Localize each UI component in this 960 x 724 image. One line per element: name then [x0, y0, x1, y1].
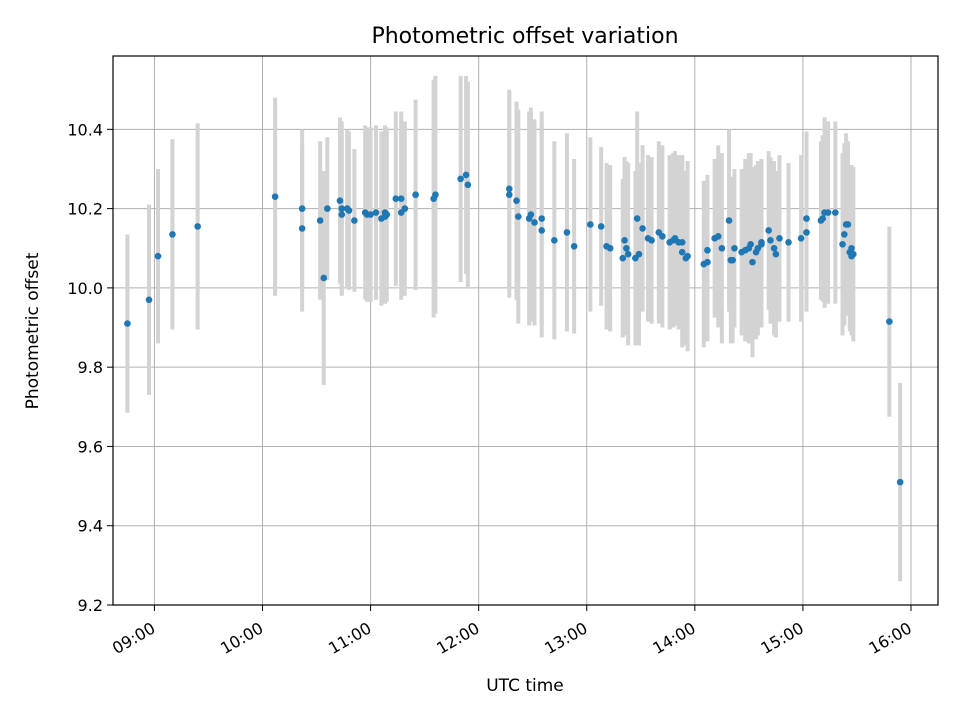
data-point [767, 237, 774, 244]
data-point [432, 191, 439, 199]
data-point [551, 237, 558, 244]
data-point [383, 211, 391, 218]
data-point [298, 205, 306, 212]
y-tick-label: 9.8 [78, 358, 103, 377]
data-point [154, 252, 162, 260]
data-point [633, 215, 641, 222]
data-point [324, 205, 331, 212]
data-point [758, 239, 765, 246]
data-point [624, 250, 632, 258]
data-point [336, 197, 344, 204]
chart-title: Photometric offset variation [371, 24, 678, 49]
data-point [606, 244, 614, 252]
data-point [345, 207, 353, 214]
data-point [841, 231, 848, 238]
y-tick-label: 9.4 [78, 517, 103, 536]
data-point [785, 239, 792, 246]
data-point [320, 274, 328, 282]
data-point [563, 229, 571, 236]
data-point [298, 225, 306, 232]
data-point [531, 219, 538, 226]
y-tick-label: 9.6 [78, 437, 103, 456]
data-point [527, 211, 535, 218]
data-point [803, 229, 810, 236]
data-point [678, 248, 686, 256]
y-tick-label: 10.0 [67, 279, 103, 298]
data-point [124, 320, 131, 327]
data-point [772, 250, 780, 258]
y-tick-label: 9.2 [78, 596, 103, 615]
data-point [397, 195, 405, 203]
data-point [635, 250, 643, 258]
data-point [725, 217, 733, 224]
data-point [718, 244, 726, 252]
data-point [731, 244, 738, 252]
data-point [514, 213, 522, 220]
data-point [338, 205, 346, 212]
y-tick-label: 10.2 [67, 200, 103, 219]
data-point [770, 244, 778, 252]
data-point [194, 223, 201, 230]
data-point [797, 235, 805, 242]
data-point [623, 244, 630, 252]
data-point [776, 235, 783, 242]
data-point [714, 233, 722, 240]
plot-area-frame [112, 55, 939, 606]
data-point [570, 242, 578, 250]
data-point [372, 209, 380, 216]
data-point [587, 221, 594, 228]
data-point [659, 233, 666, 240]
data-point [505, 191, 513, 199]
data-point [169, 231, 176, 238]
data-point [271, 193, 279, 201]
data-point [619, 254, 627, 262]
data-point [678, 239, 686, 246]
data-point [351, 217, 358, 224]
data-point [401, 205, 409, 212]
data-point [462, 171, 470, 179]
data-point [824, 209, 832, 216]
data-point [597, 223, 605, 230]
data-point [704, 258, 711, 266]
data-point [803, 215, 810, 222]
data-point [886, 318, 893, 325]
data-point [844, 221, 852, 228]
data-point [896, 478, 904, 486]
data-point [338, 211, 346, 218]
data-point [749, 258, 756, 266]
data-point [839, 240, 846, 248]
data-point [464, 181, 472, 189]
y-axis-label: Photometric offset [23, 252, 43, 409]
data-point [850, 250, 857, 258]
data-point [145, 296, 153, 304]
data-point [832, 209, 839, 216]
data-point [412, 191, 419, 199]
y-tick-label: 10.4 [67, 120, 103, 139]
data-point [513, 197, 520, 204]
y-axis-ticks: 9.2 9.4 9.6 9.8 10.0 10.2 10.4 [67, 120, 113, 615]
data-point [538, 215, 546, 222]
data-point [621, 237, 628, 244]
data-point [704, 246, 711, 254]
data-point [848, 244, 855, 252]
data-point [505, 185, 513, 193]
data-point [648, 237, 655, 244]
data-point [684, 252, 691, 260]
data-points [124, 171, 904, 486]
data-point [729, 256, 736, 264]
data-point [747, 240, 754, 248]
data-point [392, 195, 400, 203]
data-point [538, 227, 546, 234]
data-point [457, 175, 464, 183]
data-point [819, 215, 827, 222]
data-point [367, 211, 374, 218]
data-point [765, 227, 772, 234]
x-axis-label: UTC time [486, 676, 564, 696]
data-point [316, 217, 324, 224]
data-point [639, 225, 646, 232]
